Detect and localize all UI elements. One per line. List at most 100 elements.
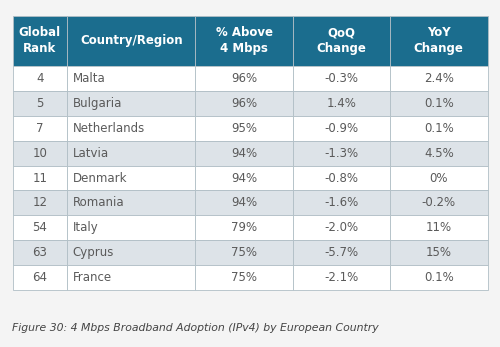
Text: 11: 11 xyxy=(32,171,48,185)
Bar xyxy=(196,16,293,66)
Text: Global
Rank: Global Rank xyxy=(19,26,61,56)
Bar xyxy=(390,240,488,265)
Bar xyxy=(196,141,293,166)
Text: % Above
4 Mbps: % Above 4 Mbps xyxy=(216,26,272,56)
Text: 96%: 96% xyxy=(231,97,257,110)
Text: France: France xyxy=(73,271,112,284)
Bar xyxy=(293,215,390,240)
Text: 79%: 79% xyxy=(231,221,257,234)
Bar xyxy=(293,16,390,66)
Bar xyxy=(67,116,196,141)
Bar xyxy=(12,215,67,240)
Text: -0.8%: -0.8% xyxy=(324,171,358,185)
Text: 5: 5 xyxy=(36,97,44,110)
Text: Latvia: Latvia xyxy=(73,147,109,160)
Bar xyxy=(12,116,67,141)
Text: Country/Region: Country/Region xyxy=(80,34,182,48)
Bar xyxy=(196,116,293,141)
Bar xyxy=(390,166,488,191)
Bar xyxy=(12,265,67,290)
Bar xyxy=(196,166,293,191)
Text: 75%: 75% xyxy=(231,246,257,259)
Text: Bulgaria: Bulgaria xyxy=(73,97,122,110)
Text: Figure 30: 4 Mbps Broadband Adoption (IPv4) by European Country: Figure 30: 4 Mbps Broadband Adoption (IP… xyxy=(12,323,379,333)
Bar xyxy=(293,191,390,215)
Bar xyxy=(293,166,390,191)
Text: 12: 12 xyxy=(32,196,48,209)
Bar xyxy=(390,265,488,290)
Text: 94%: 94% xyxy=(231,171,257,185)
Text: Romania: Romania xyxy=(73,196,124,209)
Bar xyxy=(196,240,293,265)
Bar xyxy=(12,240,67,265)
Bar xyxy=(196,191,293,215)
Text: -2.0%: -2.0% xyxy=(324,221,358,234)
Text: QoQ
Change: QoQ Change xyxy=(316,26,366,56)
Text: Denmark: Denmark xyxy=(73,171,128,185)
Text: 2.4%: 2.4% xyxy=(424,72,454,85)
Text: 0.1%: 0.1% xyxy=(424,122,454,135)
Bar xyxy=(196,91,293,116)
Text: 64: 64 xyxy=(32,271,48,284)
Text: -0.3%: -0.3% xyxy=(324,72,358,85)
Bar xyxy=(390,215,488,240)
Text: 94%: 94% xyxy=(231,196,257,209)
Bar xyxy=(293,66,390,91)
Bar xyxy=(293,265,390,290)
Text: 95%: 95% xyxy=(231,122,257,135)
Text: Netherlands: Netherlands xyxy=(73,122,145,135)
Text: 1.4%: 1.4% xyxy=(326,97,356,110)
Bar xyxy=(67,215,196,240)
Bar xyxy=(196,66,293,91)
Text: -5.7%: -5.7% xyxy=(324,246,358,259)
Bar xyxy=(67,191,196,215)
Text: 75%: 75% xyxy=(231,271,257,284)
Text: 15%: 15% xyxy=(426,246,452,259)
Text: Malta: Malta xyxy=(73,72,106,85)
Text: Cyprus: Cyprus xyxy=(73,246,114,259)
Bar xyxy=(67,265,196,290)
Bar xyxy=(293,240,390,265)
Bar xyxy=(12,166,67,191)
Text: 54: 54 xyxy=(32,221,47,234)
Bar xyxy=(67,91,196,116)
Text: 10: 10 xyxy=(32,147,47,160)
Text: 63: 63 xyxy=(32,246,47,259)
Bar xyxy=(12,16,67,66)
Bar xyxy=(12,91,67,116)
Bar xyxy=(12,191,67,215)
Text: -1.3%: -1.3% xyxy=(324,147,358,160)
Bar xyxy=(12,66,67,91)
Bar xyxy=(67,240,196,265)
Text: 96%: 96% xyxy=(231,72,257,85)
Bar xyxy=(390,141,488,166)
Bar xyxy=(196,265,293,290)
Text: -0.2%: -0.2% xyxy=(422,196,456,209)
Text: YoY
Change: YoY Change xyxy=(414,26,464,56)
Bar xyxy=(67,166,196,191)
Text: 0%: 0% xyxy=(430,171,448,185)
Bar xyxy=(293,91,390,116)
Bar xyxy=(67,66,196,91)
Bar xyxy=(390,66,488,91)
Text: 0.1%: 0.1% xyxy=(424,271,454,284)
Bar xyxy=(390,116,488,141)
Bar xyxy=(293,116,390,141)
Text: 0.1%: 0.1% xyxy=(424,97,454,110)
Bar xyxy=(293,141,390,166)
Bar xyxy=(67,16,196,66)
Bar xyxy=(390,191,488,215)
Bar xyxy=(67,141,196,166)
Text: 4: 4 xyxy=(36,72,44,85)
Bar xyxy=(390,16,488,66)
Bar xyxy=(390,91,488,116)
Text: 11%: 11% xyxy=(426,221,452,234)
Text: -1.6%: -1.6% xyxy=(324,196,358,209)
Text: 94%: 94% xyxy=(231,147,257,160)
Text: 7: 7 xyxy=(36,122,44,135)
Text: 4.5%: 4.5% xyxy=(424,147,454,160)
Text: -0.9%: -0.9% xyxy=(324,122,358,135)
Bar xyxy=(196,215,293,240)
Text: -2.1%: -2.1% xyxy=(324,271,358,284)
Bar xyxy=(12,141,67,166)
